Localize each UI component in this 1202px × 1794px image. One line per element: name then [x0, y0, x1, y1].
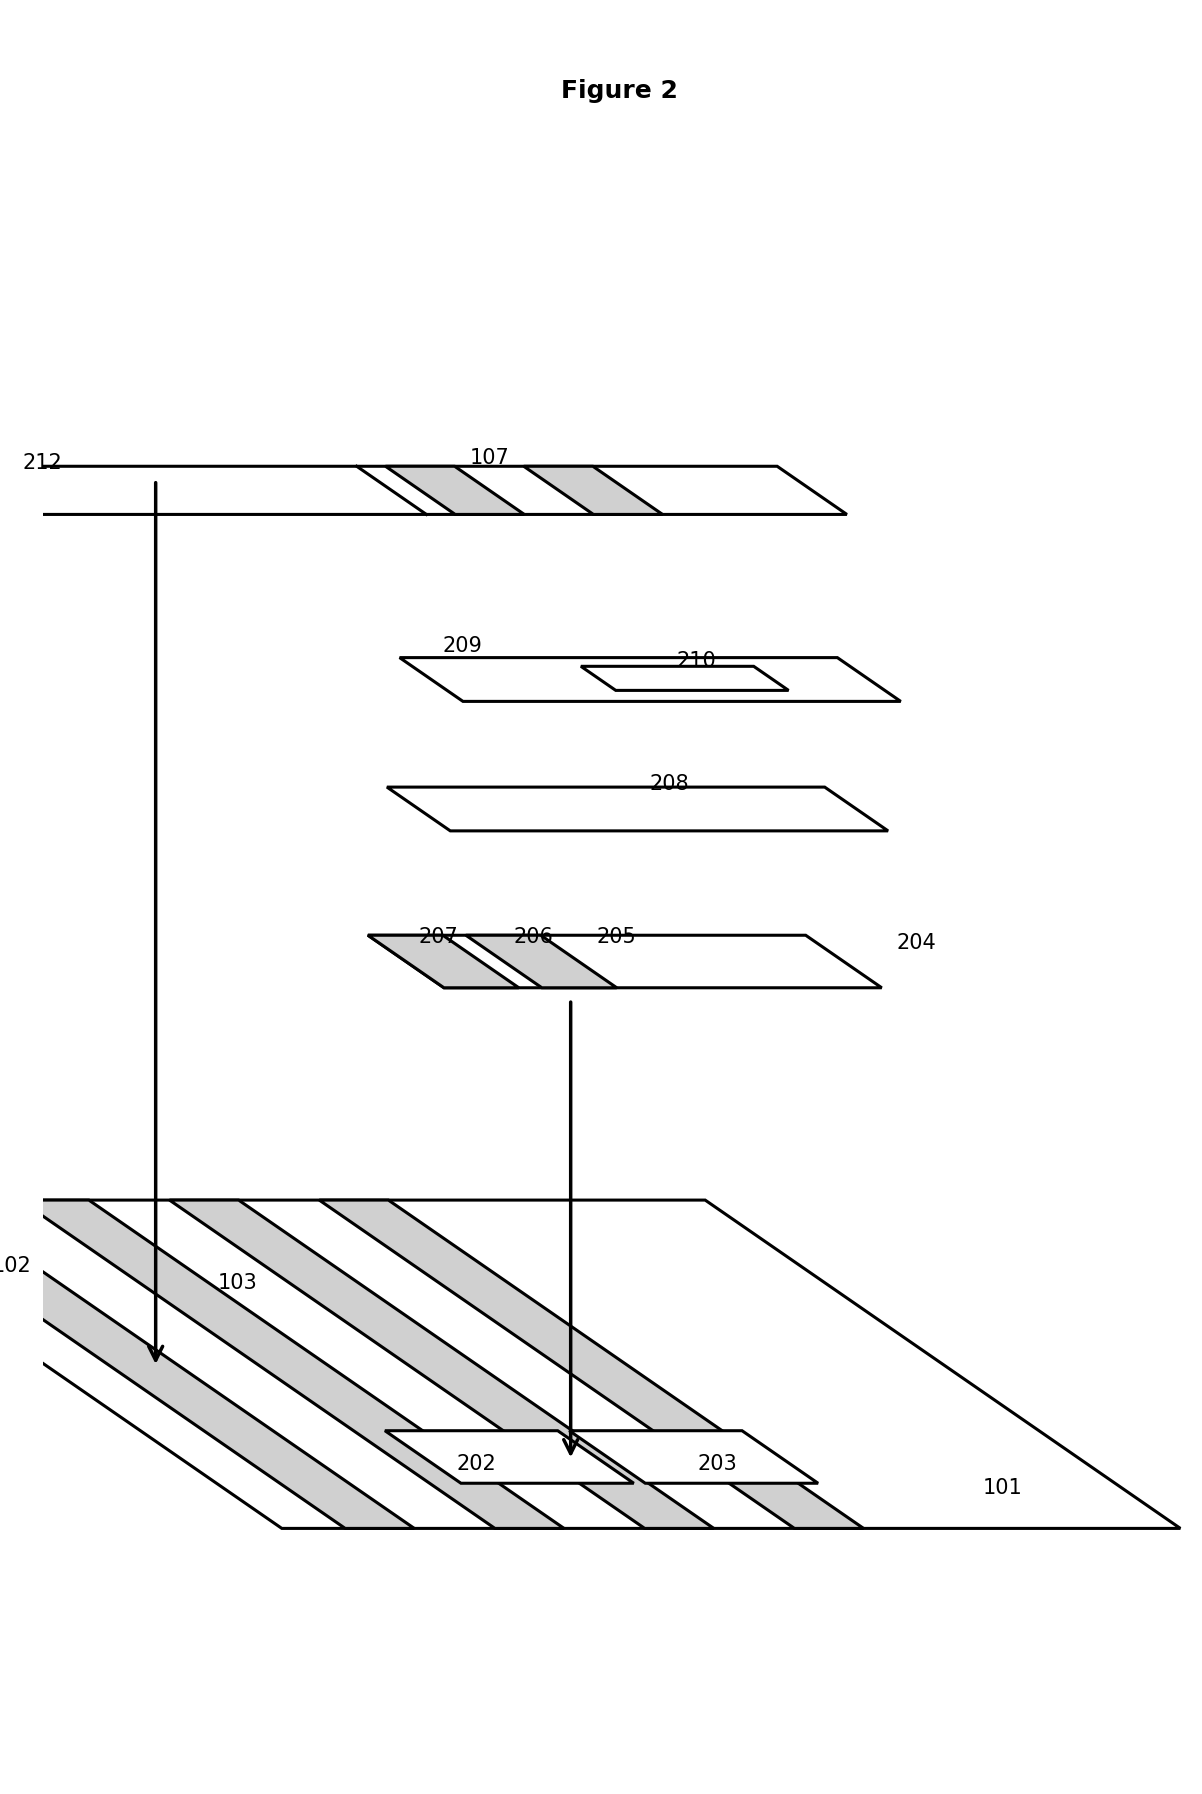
- Text: 209: 209: [442, 637, 482, 657]
- Polygon shape: [570, 1430, 819, 1484]
- Text: 212: 212: [23, 452, 63, 474]
- Text: 204: 204: [897, 933, 936, 953]
- Polygon shape: [0, 466, 847, 515]
- Polygon shape: [169, 1200, 714, 1528]
- Polygon shape: [368, 935, 882, 988]
- Text: 101: 101: [982, 1478, 1022, 1498]
- Polygon shape: [368, 935, 519, 988]
- Text: 103: 103: [219, 1274, 258, 1293]
- Polygon shape: [320, 1200, 863, 1528]
- Polygon shape: [399, 658, 900, 701]
- Polygon shape: [466, 935, 617, 988]
- Text: 205: 205: [596, 927, 636, 947]
- Polygon shape: [524, 466, 662, 515]
- Text: 102: 102: [0, 1256, 31, 1276]
- Text: 210: 210: [677, 651, 716, 671]
- Text: 107: 107: [470, 448, 510, 468]
- Text: Figure 2: Figure 2: [560, 79, 678, 102]
- Text: 202: 202: [456, 1455, 495, 1475]
- Polygon shape: [0, 1200, 415, 1528]
- Polygon shape: [581, 666, 789, 691]
- Polygon shape: [385, 1430, 633, 1484]
- Text: 206: 206: [513, 927, 554, 947]
- Text: 203: 203: [698, 1455, 738, 1475]
- Polygon shape: [386, 466, 524, 515]
- Polygon shape: [387, 788, 888, 831]
- Polygon shape: [19, 1200, 564, 1528]
- Text: 207: 207: [418, 927, 458, 947]
- Text: 208: 208: [649, 773, 689, 793]
- Polygon shape: [0, 1200, 1180, 1528]
